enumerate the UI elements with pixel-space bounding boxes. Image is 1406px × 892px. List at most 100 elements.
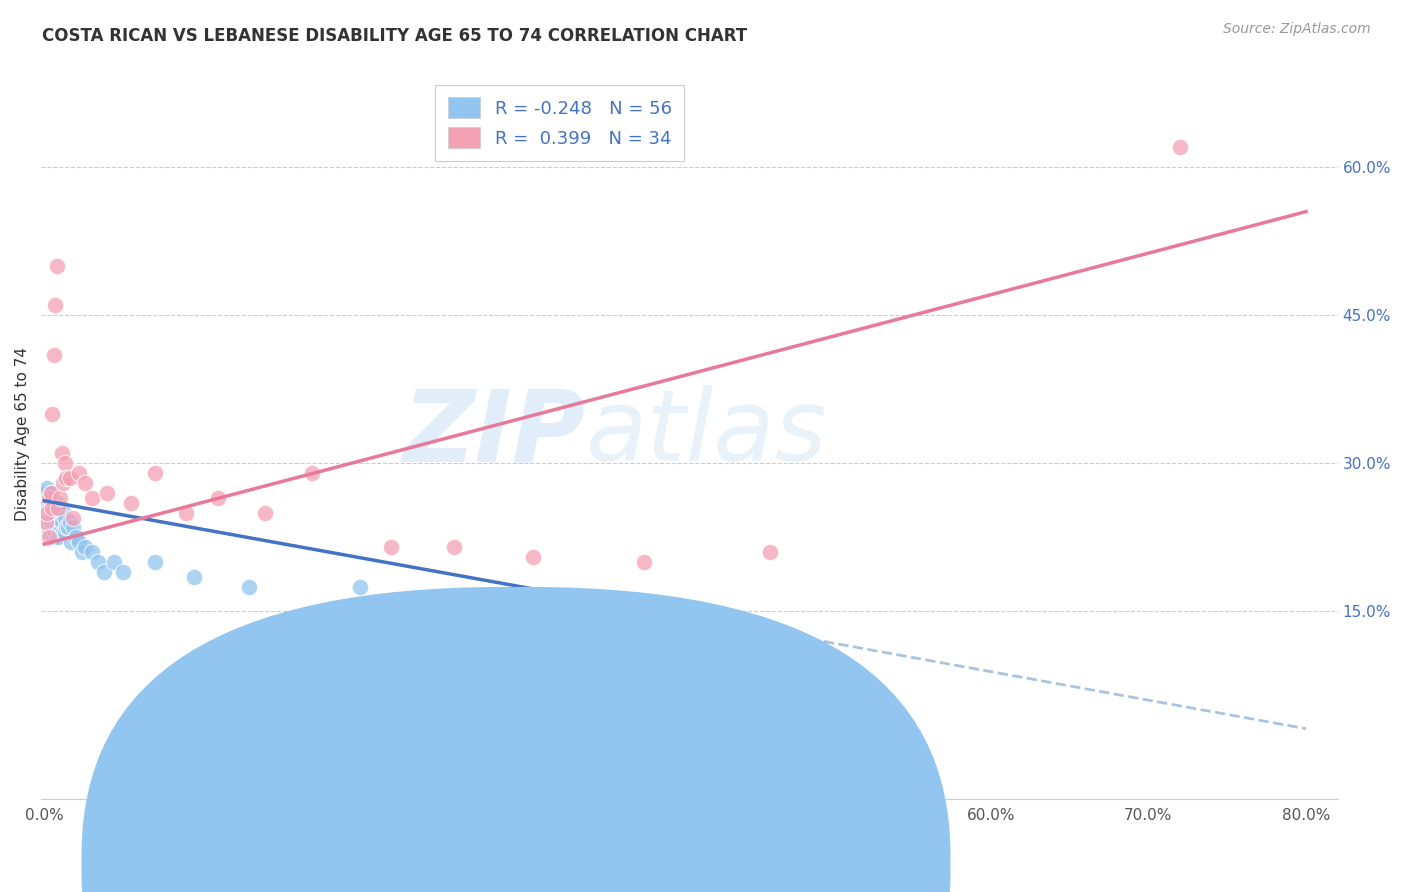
Point bbox=[80, 545, 103, 559]
Point bbox=[39, 486, 62, 500]
Point bbox=[349, 580, 371, 594]
Point bbox=[51, 516, 73, 530]
Point bbox=[38, 491, 60, 505]
Point bbox=[522, 549, 544, 564]
Point bbox=[1168, 140, 1191, 154]
Point bbox=[58, 516, 80, 530]
Point bbox=[711, 619, 734, 633]
Point bbox=[38, 530, 60, 544]
Point bbox=[70, 545, 93, 559]
Point bbox=[41, 496, 63, 510]
Point bbox=[759, 545, 782, 559]
Point bbox=[45, 259, 67, 273]
Point bbox=[44, 496, 66, 510]
Text: Costa Ricans: Costa Ricans bbox=[534, 854, 633, 868]
Point bbox=[39, 506, 62, 520]
Legend: R = -0.248   N = 56, R =  0.399   N = 34: R = -0.248 N = 56, R = 0.399 N = 34 bbox=[434, 85, 685, 161]
Point bbox=[62, 520, 84, 534]
Point bbox=[45, 496, 67, 510]
Point bbox=[52, 525, 75, 540]
Point bbox=[62, 510, 84, 524]
Point bbox=[41, 516, 63, 530]
Point bbox=[52, 506, 75, 520]
Point bbox=[56, 520, 79, 534]
Point bbox=[52, 475, 75, 490]
Text: Lebanese: Lebanese bbox=[731, 854, 804, 868]
Y-axis label: Disability Age 65 to 74: Disability Age 65 to 74 bbox=[15, 347, 30, 521]
Point bbox=[380, 540, 402, 554]
Point bbox=[48, 500, 70, 515]
Point bbox=[48, 530, 70, 544]
Point bbox=[207, 491, 229, 505]
Point bbox=[44, 506, 66, 520]
Point bbox=[38, 525, 60, 540]
Point bbox=[49, 506, 72, 520]
Point bbox=[44, 298, 66, 312]
Point bbox=[51, 500, 73, 515]
Point bbox=[41, 500, 63, 515]
Point bbox=[42, 520, 65, 534]
Point bbox=[49, 491, 72, 505]
Point bbox=[35, 486, 58, 500]
Point bbox=[443, 540, 465, 554]
Point bbox=[37, 496, 59, 510]
Point bbox=[120, 496, 142, 510]
Point bbox=[44, 525, 66, 540]
Point bbox=[53, 510, 76, 524]
Point bbox=[41, 506, 63, 520]
Text: ZIP: ZIP bbox=[402, 385, 586, 483]
Point bbox=[55, 520, 77, 534]
Point bbox=[38, 500, 60, 515]
Point bbox=[53, 525, 76, 540]
Point bbox=[35, 500, 58, 515]
Point bbox=[93, 565, 115, 579]
Point bbox=[39, 486, 62, 500]
Point bbox=[238, 580, 260, 594]
Point bbox=[42, 348, 65, 362]
Point bbox=[183, 570, 205, 584]
Text: Costa Ricans: Costa Ricans bbox=[619, 858, 717, 872]
Point bbox=[87, 555, 110, 569]
Point bbox=[39, 491, 62, 505]
Point bbox=[60, 535, 83, 549]
Point bbox=[41, 407, 63, 421]
Point bbox=[42, 530, 65, 544]
Point bbox=[254, 506, 277, 520]
Point bbox=[174, 506, 197, 520]
Point bbox=[38, 491, 60, 505]
Point bbox=[45, 506, 67, 520]
Point bbox=[55, 471, 77, 485]
Text: Source: ZipAtlas.com: Source: ZipAtlas.com bbox=[1223, 22, 1371, 37]
Point bbox=[75, 475, 97, 490]
Point bbox=[37, 506, 59, 520]
Point bbox=[37, 481, 59, 495]
Point bbox=[75, 540, 97, 554]
Point bbox=[53, 456, 76, 470]
Point bbox=[112, 565, 135, 579]
Point bbox=[35, 516, 58, 530]
Text: atlas: atlas bbox=[586, 385, 827, 483]
Point bbox=[45, 520, 67, 534]
Point bbox=[301, 466, 323, 480]
Point bbox=[35, 516, 58, 530]
Point bbox=[67, 535, 90, 549]
Text: ●: ● bbox=[589, 855, 606, 875]
Point bbox=[37, 506, 59, 520]
Point bbox=[48, 510, 70, 524]
Point bbox=[58, 471, 80, 485]
Point bbox=[80, 491, 103, 505]
Point bbox=[38, 510, 60, 524]
Text: ●: ● bbox=[786, 855, 803, 875]
Point bbox=[67, 466, 90, 480]
Point bbox=[143, 555, 166, 569]
Point bbox=[42, 496, 65, 510]
Text: COSTA RICAN VS LEBANESE DISABILITY AGE 65 TO 74 CORRELATION CHART: COSTA RICAN VS LEBANESE DISABILITY AGE 6… bbox=[42, 27, 748, 45]
Point bbox=[96, 486, 118, 500]
Point bbox=[143, 466, 166, 480]
Point bbox=[633, 555, 655, 569]
Text: Lebanese: Lebanese bbox=[815, 858, 889, 872]
Point bbox=[65, 530, 87, 544]
Point bbox=[103, 555, 125, 569]
Point bbox=[49, 525, 72, 540]
Point bbox=[39, 516, 62, 530]
